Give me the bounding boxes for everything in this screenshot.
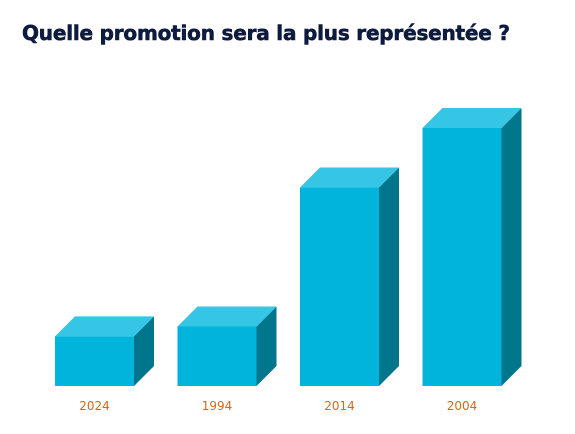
bar-front-face (55, 336, 134, 386)
bar-side-face (134, 316, 154, 386)
bar-top-face (300, 167, 399, 188)
bar-2014 (300, 167, 399, 386)
bar-2024 (55, 316, 154, 386)
x-tick-label-2024: 2024 (79, 399, 110, 413)
bar-front-face (300, 187, 379, 386)
x-tick-label-1994: 1994 (202, 399, 233, 413)
chart-title: Quelle promotion sera la plus représenté… (22, 21, 511, 46)
bar-side-face (379, 167, 399, 386)
bar-front-face (177, 326, 257, 386)
x-axis-tick-labels: 2024 1994 2014 2004 (79, 399, 477, 413)
bar-2004 (422, 108, 522, 386)
x-tick-label-2004: 2004 (447, 399, 478, 413)
bar-side-face (256, 306, 277, 386)
x-tick-label-2014: 2014 (324, 399, 355, 413)
bars-group (55, 108, 522, 386)
bar-front-face (422, 128, 502, 386)
bar-side-face (501, 108, 522, 386)
bar-top-face (177, 306, 277, 327)
bar-1994 (177, 306, 277, 386)
bar-top-face (55, 316, 154, 337)
bar-top-face (422, 108, 522, 128)
